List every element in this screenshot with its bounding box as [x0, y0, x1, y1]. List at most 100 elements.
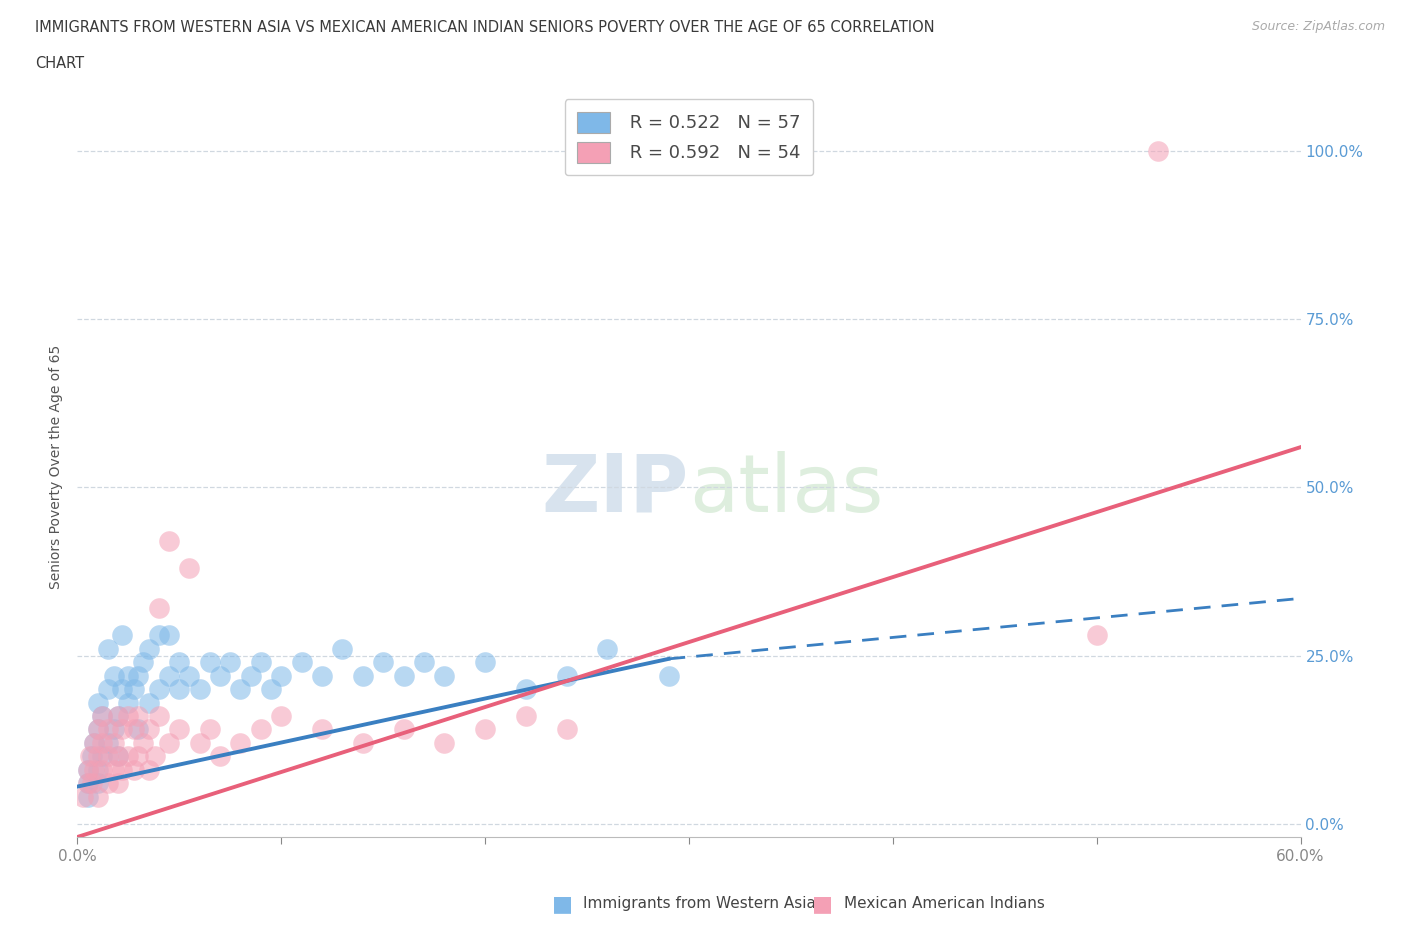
- Point: [83, 763, 105, 777]
- Point: [117, 695, 139, 710]
- Point: [352, 669, 374, 684]
- Text: Mexican American Indians: Mexican American Indians: [844, 897, 1045, 911]
- Point: [169, 655, 191, 670]
- Point: [250, 655, 273, 670]
- Point: [79, 749, 101, 764]
- Point: [179, 669, 201, 684]
- Point: [87, 776, 110, 790]
- Point: [76, 776, 98, 790]
- Point: [515, 682, 537, 697]
- Point: [107, 749, 129, 764]
- Point: [97, 722, 120, 737]
- Point: [97, 749, 120, 764]
- Point: [107, 776, 129, 790]
- Point: [103, 736, 125, 751]
- Point: [111, 763, 134, 777]
- Point: [270, 709, 292, 724]
- Point: [157, 669, 180, 684]
- Point: [107, 709, 129, 724]
- Point: [111, 722, 134, 737]
- Point: [107, 709, 129, 724]
- Point: [392, 669, 415, 684]
- Point: [392, 722, 415, 737]
- Point: [127, 709, 149, 724]
- Point: [90, 749, 112, 764]
- Point: [131, 736, 153, 751]
- Point: [138, 695, 160, 710]
- Point: [107, 749, 129, 764]
- Point: [474, 722, 496, 737]
- Point: [90, 709, 112, 724]
- Point: [87, 790, 110, 804]
- Point: [76, 763, 98, 777]
- Point: [208, 669, 231, 684]
- Point: [658, 669, 681, 684]
- Point: [260, 682, 283, 697]
- Point: [111, 628, 134, 643]
- Point: [515, 709, 537, 724]
- Point: [117, 749, 139, 764]
- Point: [124, 763, 146, 777]
- Point: [124, 722, 146, 737]
- Point: [138, 763, 160, 777]
- Point: [474, 655, 496, 670]
- Point: [433, 736, 456, 751]
- Point: [208, 749, 231, 764]
- Point: [169, 682, 191, 697]
- Point: [198, 722, 221, 737]
- Point: [229, 682, 252, 697]
- Point: [413, 655, 436, 670]
- Point: [87, 763, 110, 777]
- Point: [555, 669, 578, 684]
- Legend:  R = 0.522   N = 57,  R = 0.592   N = 54: R = 0.522 N = 57, R = 0.592 N = 54: [565, 100, 813, 175]
- Point: [596, 642, 619, 657]
- Point: [127, 722, 149, 737]
- Point: [97, 776, 120, 790]
- Point: [250, 722, 273, 737]
- Point: [148, 709, 170, 724]
- Point: [555, 722, 578, 737]
- Point: [83, 736, 105, 751]
- Point: [157, 628, 180, 643]
- Point: [332, 642, 354, 657]
- Point: [72, 790, 94, 804]
- Point: [131, 655, 153, 670]
- Point: [117, 709, 139, 724]
- Point: [87, 749, 110, 764]
- Point: [290, 655, 312, 670]
- Y-axis label: Seniors Poverty Over the Age of 65: Seniors Poverty Over the Age of 65: [49, 345, 63, 590]
- Point: [87, 722, 110, 737]
- Text: Immigrants from Western Asia: Immigrants from Western Asia: [583, 897, 817, 911]
- Point: [90, 763, 112, 777]
- Point: [1085, 628, 1108, 643]
- Point: [97, 642, 120, 657]
- Point: [124, 682, 146, 697]
- Point: [80, 749, 103, 764]
- Point: [311, 722, 333, 737]
- Text: IMMIGRANTS FROM WESTERN ASIA VS MEXICAN AMERICAN INDIAN SENIORS POVERTY OVER THE: IMMIGRANTS FROM WESTERN ASIA VS MEXICAN …: [35, 20, 935, 35]
- Point: [103, 669, 125, 684]
- Text: CHART: CHART: [35, 56, 84, 71]
- Point: [103, 722, 125, 737]
- Point: [87, 695, 110, 710]
- Point: [76, 763, 98, 777]
- Point: [433, 669, 456, 684]
- Point: [371, 655, 394, 670]
- Point: [148, 628, 170, 643]
- Point: [1147, 144, 1170, 159]
- Text: Source: ZipAtlas.com: Source: ZipAtlas.com: [1251, 20, 1385, 33]
- Point: [188, 736, 211, 751]
- Point: [127, 669, 149, 684]
- Point: [157, 534, 180, 549]
- Point: [90, 709, 112, 724]
- Text: atlas: atlas: [689, 450, 883, 528]
- Point: [188, 682, 211, 697]
- Point: [83, 736, 105, 751]
- Point: [138, 722, 160, 737]
- Point: [239, 669, 262, 684]
- Point: [198, 655, 221, 670]
- Point: [103, 763, 125, 777]
- Point: [80, 776, 103, 790]
- Text: ZIP: ZIP: [541, 450, 689, 528]
- Point: [157, 736, 180, 751]
